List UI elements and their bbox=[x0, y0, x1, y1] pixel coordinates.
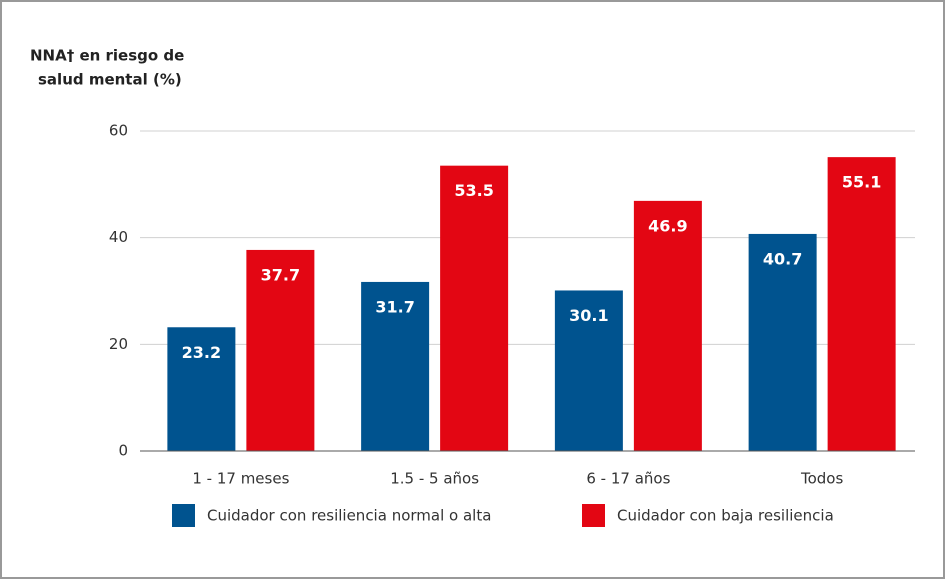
legend-label: Cuidador con baja resiliencia bbox=[617, 507, 834, 525]
x-tick-label: 1.5 - 5 años bbox=[390, 470, 479, 488]
x-tick-label: Todos bbox=[800, 470, 843, 488]
y-tick-label: 40 bbox=[109, 228, 128, 246]
bar bbox=[633, 200, 702, 451]
y-axis-label-line: NNA† en riesgo de bbox=[30, 47, 184, 65]
value-label: 23.2 bbox=[182, 343, 221, 362]
bar bbox=[748, 233, 817, 451]
x-tick-label: 1 - 17 meses bbox=[192, 470, 289, 488]
bar bbox=[827, 157, 896, 451]
bar bbox=[440, 165, 509, 451]
legend-label: Cuidador con resiliencia normal o alta bbox=[207, 507, 491, 525]
y-axis-label-line: salud mental (%) bbox=[38, 71, 182, 89]
value-label: 37.7 bbox=[261, 265, 300, 284]
legend-swatch bbox=[582, 504, 605, 527]
value-label: 46.9 bbox=[648, 216, 687, 235]
value-label: 30.1 bbox=[569, 306, 608, 325]
value-label: 55.1 bbox=[842, 173, 881, 192]
y-tick-label: 60 bbox=[109, 122, 128, 140]
value-label: 40.7 bbox=[763, 249, 802, 268]
legend-swatch bbox=[172, 504, 195, 527]
bar bbox=[554, 290, 623, 451]
bar bbox=[167, 327, 236, 451]
bar bbox=[246, 249, 315, 451]
x-tick-label: 6 - 17 años bbox=[586, 470, 670, 488]
y-tick-label: 20 bbox=[109, 335, 128, 353]
bar bbox=[361, 281, 430, 451]
value-label: 31.7 bbox=[375, 297, 414, 316]
value-label: 53.5 bbox=[454, 181, 493, 200]
y-tick-label: 0 bbox=[118, 442, 128, 460]
